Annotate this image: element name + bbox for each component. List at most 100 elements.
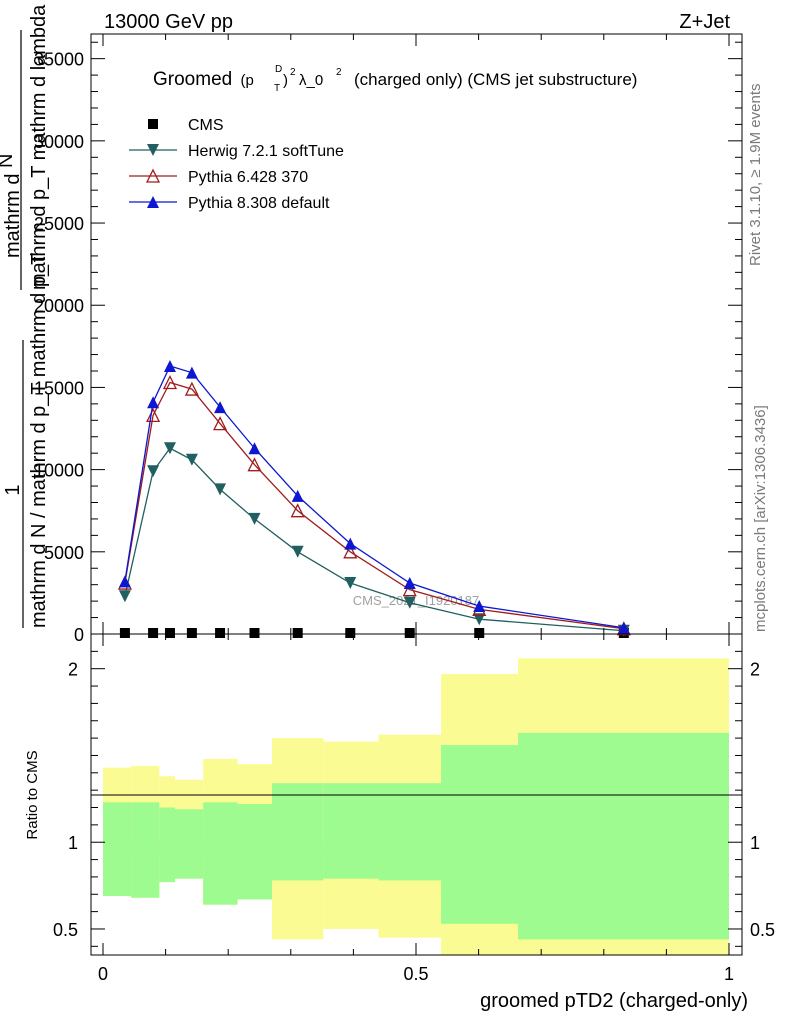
- data-point: [404, 628, 415, 638]
- y-tick-label-main: 10000: [34, 461, 84, 481]
- x-axis: 0 0.5 1: [98, 34, 734, 984]
- data-point: [247, 457, 262, 472]
- data-point: [215, 628, 226, 638]
- stat-band-lower: [174, 842, 204, 879]
- ratio-plot: 0.5 0.5 1 1 2 2 Ratio to CMS: [24, 633, 775, 956]
- title-prefix: Groomed: [153, 69, 232, 90]
- legend-label: Herwig 7.2.1 softTune: [188, 143, 344, 160]
- stat-band-lower: [518, 842, 729, 940]
- rivet-label: Rivet 3.1.10, ≥ 1.9M events: [747, 84, 764, 267]
- ylabel-denominator2: mathrm d p_T mathrm d lambda: [28, 4, 50, 290]
- title-lambda: λ_0: [299, 72, 323, 89]
- main-series: [117, 360, 631, 638]
- series-line: [124, 381, 624, 630]
- data-point: [249, 628, 260, 638]
- ratio-bands: [103, 658, 729, 955]
- legend-label: Pythia 8.308 default: [188, 195, 330, 212]
- y-tick-label-main: 30000: [34, 132, 84, 152]
- ratio-y-label: Ratio to CMS: [24, 750, 41, 839]
- y-tick-label-ratio-right: 0.5: [750, 920, 775, 940]
- stat-band-lower: [103, 842, 132, 897]
- legend-marker: [147, 196, 159, 208]
- y-tick-label-main: 20000: [34, 296, 84, 316]
- chart-title: Groomed (p D T ) 2 λ_0 2 (charged only) …: [153, 64, 637, 94]
- y-tick-label-main: 35000: [34, 50, 84, 70]
- legend-label: CMS: [188, 117, 224, 134]
- header-left: 13000 GeV pp: [104, 11, 233, 33]
- data-point: [402, 582, 417, 597]
- title-rest: (charged only) (CMS jet substructure): [354, 70, 637, 89]
- data-point: [345, 628, 356, 638]
- mcplots-label: mcplots.cern.ch [arXiv:1306.3436]: [752, 405, 769, 632]
- watermark: CMS_2021_I1920187: [353, 593, 480, 608]
- data-point: [118, 575, 131, 588]
- data-point: [213, 416, 228, 431]
- data-point: [291, 489, 304, 502]
- data-point: [403, 596, 416, 609]
- data-point: [184, 381, 199, 396]
- data-point: [403, 577, 416, 590]
- main-y-axis: 0 5000 10000 15000 20000 25000 30000 35000: [34, 41, 742, 645]
- ratio-y-axis: 0.5 0.5 1 1 2 2: [53, 633, 775, 947]
- data-point: [290, 503, 305, 518]
- stat-band: [159, 807, 175, 854]
- data-point: [147, 396, 160, 409]
- y-tick-label-ratio: 0.5: [53, 920, 78, 940]
- svg-text:Groomed (p: Groomed (p: [153, 69, 254, 90]
- y-tick-label-main: 25000: [34, 214, 84, 234]
- ylabel-numerator-n: N: [0, 154, 17, 168]
- stat-band: [518, 732, 729, 854]
- data-point: [185, 453, 198, 466]
- title-sub-t: T: [274, 83, 280, 94]
- title-sup2b: 2: [336, 67, 342, 78]
- series-line: [124, 365, 624, 629]
- stat-band-lower: [203, 842, 238, 905]
- x-tick-label: 0: [98, 964, 108, 984]
- data-point: [214, 401, 227, 414]
- legend-label: Pythia 6.428 370: [188, 169, 308, 186]
- y-tick-label-main: 5000: [44, 543, 84, 563]
- series-3: [118, 360, 630, 634]
- stat-band-lower: [159, 842, 175, 883]
- stat-band-lower: [323, 842, 379, 879]
- main-y-label: 1 mathrm d N / mathrm d p_T mathrm d p_T…: [0, 4, 50, 628]
- data-point: [473, 600, 486, 613]
- stat-band: [441, 745, 519, 854]
- data-point: [162, 375, 178, 390]
- data-point: [164, 628, 175, 638]
- data-point: [344, 577, 357, 590]
- data-point: [163, 360, 176, 373]
- x-axis-label: groomed pTD2 (charged-only): [480, 990, 748, 1012]
- y-tick-label-ratio: 1: [68, 833, 78, 853]
- data-point: [146, 407, 161, 423]
- data-point: [291, 545, 304, 558]
- data-point: [118, 590, 131, 603]
- legend-marker: [145, 168, 161, 183]
- data-point: [474, 628, 485, 638]
- legend-marker: [147, 144, 159, 156]
- x-tick-label: 1: [724, 964, 734, 984]
- title-sup-d: D: [275, 64, 282, 75]
- data-point: [248, 442, 261, 455]
- ylabel-denominator: mathrm d N / mathrm d p_T mathrm d p_T: [28, 253, 50, 628]
- stat-band-lower: [272, 842, 324, 881]
- title-close: ): [283, 72, 288, 89]
- series-1: [118, 442, 630, 637]
- stat-band-lower: [237, 842, 273, 900]
- series-0: [119, 628, 629, 638]
- series-2: [117, 375, 631, 636]
- data-point: [147, 465, 160, 478]
- data-point: [148, 628, 159, 638]
- data-point: [214, 483, 227, 496]
- y-tick-label-ratio-right: 1: [750, 833, 760, 853]
- main-plot: 0 5000 10000 15000 20000 25000 30000 35000 CMS_…: [34, 33, 743, 645]
- data-point: [163, 442, 176, 455]
- data-point: [119, 628, 130, 638]
- title-p: (p: [240, 72, 253, 89]
- y-tick-label-main: 15000: [34, 378, 84, 398]
- y-tick-label-ratio: 2: [68, 660, 78, 680]
- header-right: Z+Jet: [679, 11, 730, 33]
- data-point: [248, 512, 261, 525]
- data-point: [292, 628, 303, 638]
